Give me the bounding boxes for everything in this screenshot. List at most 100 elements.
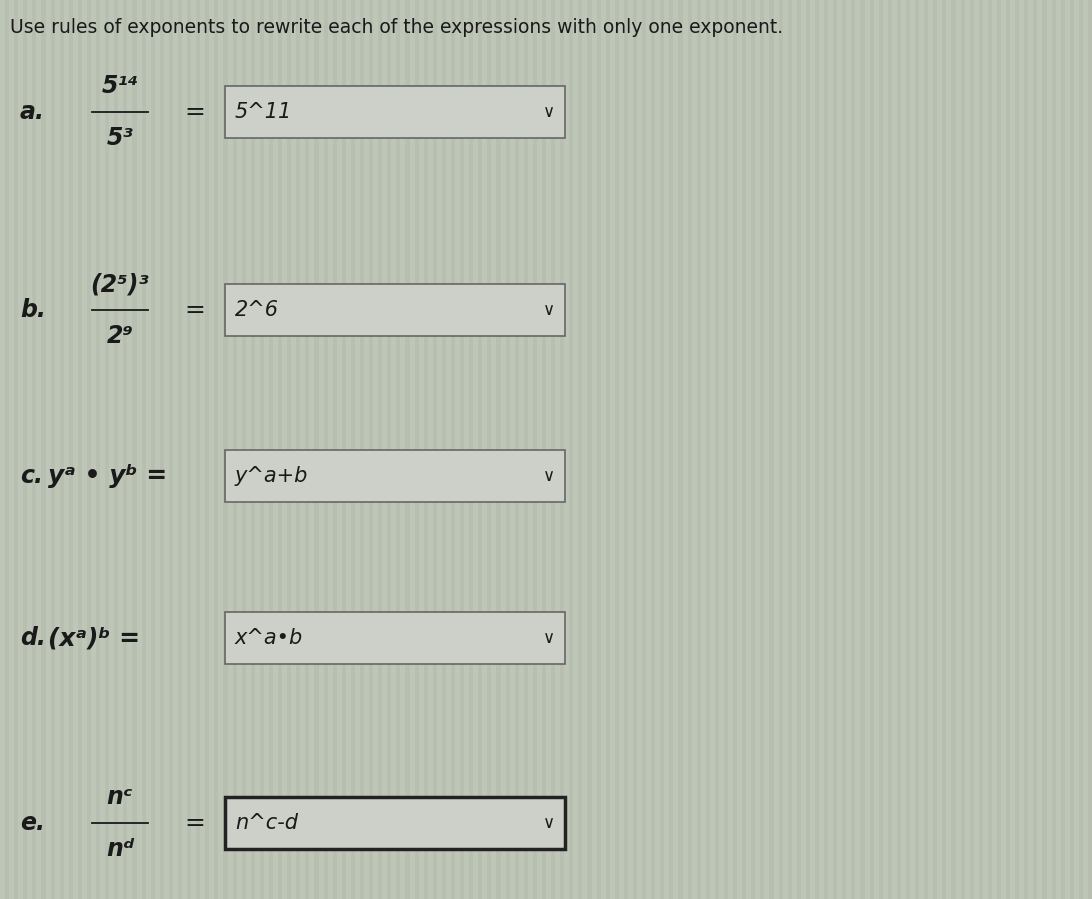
- Bar: [346, 0, 351, 899]
- Bar: [937, 0, 942, 899]
- Bar: [191, 0, 197, 899]
- Bar: [701, 0, 705, 899]
- Text: =: =: [185, 298, 205, 322]
- Bar: [1010, 0, 1016, 899]
- Bar: [573, 0, 579, 899]
- Bar: [1029, 0, 1033, 899]
- Bar: [319, 0, 323, 899]
- Text: ∨: ∨: [543, 301, 555, 319]
- Bar: [437, 0, 442, 899]
- Bar: [55, 0, 60, 899]
- Bar: [874, 0, 879, 899]
- Bar: [746, 0, 751, 899]
- Text: =: =: [185, 101, 205, 124]
- Bar: [846, 0, 852, 899]
- Bar: [9, 0, 14, 899]
- Bar: [609, 0, 615, 899]
- Bar: [0, 0, 5, 899]
- Bar: [237, 0, 241, 899]
- Bar: [355, 0, 360, 899]
- Text: n^c-d: n^c-d: [235, 813, 298, 832]
- Bar: [1037, 0, 1043, 899]
- Bar: [391, 0, 396, 899]
- Bar: [292, 0, 296, 899]
- Bar: [882, 0, 888, 899]
- Bar: [182, 0, 187, 899]
- Bar: [710, 0, 715, 899]
- Bar: [173, 0, 178, 899]
- Bar: [309, 0, 314, 899]
- Bar: [418, 0, 424, 899]
- Text: d.: d.: [20, 627, 46, 650]
- Bar: [27, 0, 33, 899]
- Bar: [473, 0, 478, 899]
- Bar: [63, 0, 69, 899]
- Bar: [1065, 0, 1070, 899]
- Bar: [619, 0, 624, 899]
- Bar: [36, 0, 41, 899]
- Bar: [164, 0, 169, 899]
- Text: b.: b.: [20, 298, 46, 322]
- Text: nᶜ: nᶜ: [107, 785, 133, 808]
- Bar: [956, 0, 961, 899]
- Bar: [628, 0, 633, 899]
- Bar: [1046, 0, 1052, 899]
- Bar: [546, 0, 551, 899]
- Bar: [109, 0, 115, 899]
- Bar: [682, 0, 688, 899]
- Bar: [410, 0, 415, 899]
- Bar: [455, 0, 460, 899]
- Bar: [783, 0, 787, 899]
- Bar: [1019, 0, 1024, 899]
- Text: 5¹⁴: 5¹⁴: [102, 75, 139, 98]
- Text: y^a+b: y^a+b: [235, 467, 308, 486]
- Bar: [73, 0, 78, 899]
- Bar: [273, 0, 278, 899]
- FancyBboxPatch shape: [225, 284, 565, 336]
- Bar: [637, 0, 642, 899]
- Bar: [910, 0, 915, 899]
- Bar: [964, 0, 970, 899]
- Bar: [819, 0, 824, 899]
- Bar: [1056, 0, 1060, 899]
- Bar: [136, 0, 142, 899]
- Bar: [382, 0, 388, 899]
- Text: yᵃ • yᵇ =: yᵃ • yᵇ =: [48, 465, 167, 488]
- Bar: [145, 0, 151, 899]
- Bar: [82, 0, 87, 899]
- Bar: [200, 0, 205, 899]
- FancyBboxPatch shape: [225, 86, 565, 138]
- Bar: [128, 0, 132, 899]
- Bar: [428, 0, 432, 899]
- FancyBboxPatch shape: [225, 450, 565, 503]
- Bar: [210, 0, 214, 899]
- Bar: [737, 0, 743, 899]
- Bar: [592, 0, 596, 899]
- Bar: [646, 0, 651, 899]
- Text: (2⁵)³: (2⁵)³: [91, 272, 150, 296]
- Bar: [565, 0, 569, 899]
- Text: ∨: ∨: [543, 467, 555, 485]
- Bar: [974, 0, 978, 899]
- Bar: [928, 0, 934, 899]
- Bar: [582, 0, 587, 899]
- Bar: [947, 0, 951, 899]
- Bar: [19, 0, 23, 899]
- Bar: [855, 0, 860, 899]
- Bar: [1073, 0, 1079, 899]
- Bar: [601, 0, 606, 899]
- FancyBboxPatch shape: [225, 797, 565, 849]
- Text: 5^11: 5^11: [235, 102, 293, 122]
- Bar: [446, 0, 451, 899]
- Bar: [364, 0, 369, 899]
- Bar: [100, 0, 105, 899]
- Text: c.: c.: [20, 465, 43, 488]
- Bar: [491, 0, 497, 899]
- Text: nᵈ: nᵈ: [106, 837, 134, 860]
- Text: e.: e.: [20, 811, 45, 834]
- Text: ∨: ∨: [543, 814, 555, 832]
- Bar: [719, 0, 724, 899]
- Text: =: =: [185, 811, 205, 834]
- Bar: [674, 0, 678, 899]
- Bar: [91, 0, 96, 899]
